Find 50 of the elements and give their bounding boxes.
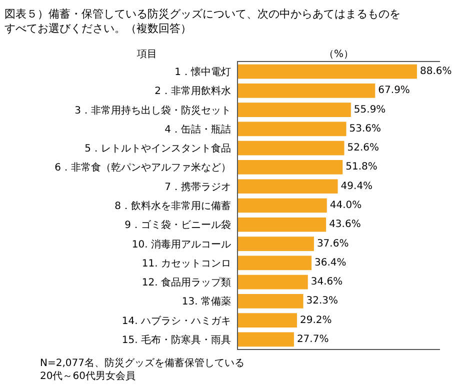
text: （%）	[324, 49, 354, 60]
y-tick-label: 4．缶詰・瓶詰	[164, 123, 231, 136]
data-label: 44.0%	[330, 200, 362, 211]
bar	[238, 84, 376, 98]
bar	[238, 179, 338, 194]
bar	[238, 140, 344, 156]
y-tick-label: 11. カセットコンロ	[142, 258, 231, 270]
bar	[238, 274, 308, 290]
text: すべてお選びください。（複数回答）	[4, 22, 192, 35]
y-tick-label: 13. 常備薬	[182, 296, 231, 308]
data-label: 52.6%	[347, 142, 380, 154]
data-label: 43.6%	[329, 219, 361, 230]
bar	[238, 313, 297, 328]
y-tick-label: 8．飲料水を非常用に備蓄	[114, 200, 231, 212]
bar	[238, 217, 326, 232]
bar	[238, 294, 304, 308]
y-tick-label: 2．非常用飲料水	[154, 85, 231, 98]
y-tick-label: 6．非常食（乾パンやアルファ米など）	[54, 162, 231, 174]
chart-title: 図表５）備蓄・保管している防災グッズについて、次の中からあてはまるものを	[4, 8, 401, 21]
y-tick-label: 1．懐中電灯	[174, 66, 231, 78]
data-label: 67.9%	[378, 85, 410, 96]
bar	[238, 256, 312, 270]
data-label: 88.6%	[420, 66, 452, 78]
y-tick-label: 12. 食品用ラップ類	[142, 276, 231, 289]
data-label: 27.7%	[296, 334, 329, 345]
data-label: 37.6%	[316, 238, 349, 250]
data-label: 53.6%	[349, 123, 382, 134]
bar	[238, 236, 314, 251]
bar	[238, 332, 294, 347]
data-label: 34.6%	[310, 276, 343, 288]
data-label: 55.9%	[354, 104, 386, 116]
data-label: 36.4%	[314, 257, 346, 268]
bar	[238, 160, 343, 174]
y-tick-label: 7．携帯ラジオ	[164, 180, 231, 193]
y-tick-label: 3．非常用持ち出し袋・防災セット	[74, 104, 231, 116]
bar	[238, 198, 327, 213]
y-tick-label: 9．ゴミ袋・ビニール袋	[124, 219, 231, 232]
text: N=2,077名、防災グッズを備蓄保管している 20代～60代男女会員	[40, 357, 244, 382]
data-label: 32.3%	[306, 296, 338, 307]
y-tick-label: 15. 毛布・防寒具・雨具	[122, 334, 231, 346]
bar	[238, 102, 351, 118]
y-tick-label: 5．レトルトやインスタント食品	[84, 142, 231, 155]
data-label: 29.2%	[300, 314, 332, 326]
bar	[238, 122, 346, 136]
data-label: 51.8%	[346, 162, 378, 173]
y-tick-label: 14. ハブラシ・ハミガキ	[122, 314, 231, 327]
data-label: 49.4%	[340, 180, 373, 192]
bar	[238, 64, 417, 79]
y-tick-label: 10. 消毒用アルコール	[132, 238, 231, 250]
text: 項目	[137, 49, 157, 60]
